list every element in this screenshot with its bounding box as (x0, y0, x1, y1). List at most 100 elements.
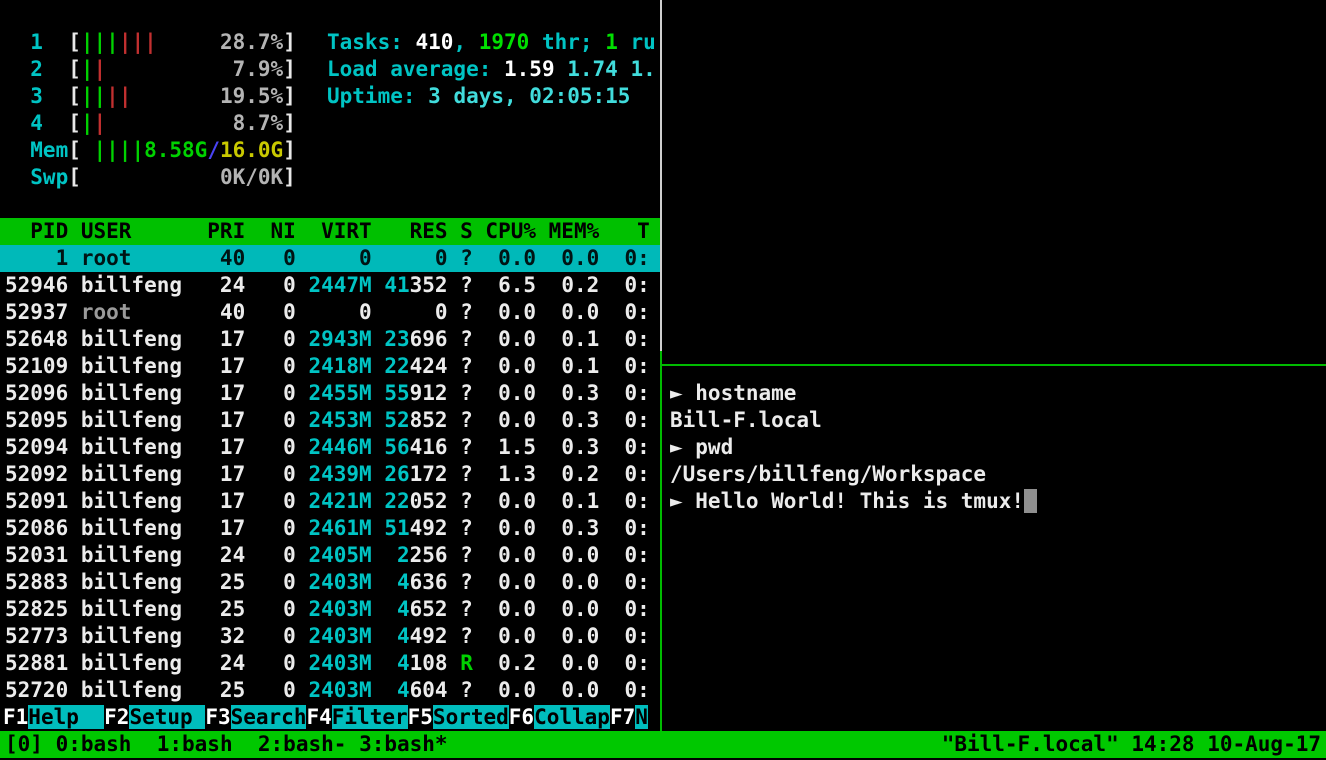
process-row-text: 2 (384, 543, 410, 567)
tmux-status-right: "Bill-F.local" 14:28 10-Aug-17 (941, 732, 1321, 756)
process-row-text: 52095 billfeng 17 0 (5, 408, 309, 432)
process-row[interactable]: 52937 root 40 0 0 0 ? 0.0 0.0 0: (0, 299, 660, 326)
process-row-text: 424 ? 0.0 0.1 0: (409, 354, 650, 378)
status-text (131, 732, 156, 756)
htop-summary-block: Tasks: 410, 1970 thr; 1 ru Load average: … (327, 2, 660, 122)
process-row-text: 2447M (308, 273, 372, 297)
fkey-f3-label[interactable]: Search (230, 705, 307, 729)
tasks-line-text: 410 (415, 30, 454, 54)
fkey-f2-label[interactable]: Setup (129, 705, 206, 729)
cpu3-meter-text: 3 (5, 84, 69, 108)
load-line: Load average: 1.59 1.74 1. (327, 56, 660, 83)
process-row-selected[interactable]: 1 root 40 0 0 0 ? 0.0 0.0 0: (0, 245, 660, 272)
shell-cmd-pwd: ► pwd (670, 434, 1326, 461)
process-row[interactable]: 52092 billfeng 17 0 2439M 26172 ? 1.3 0.… (0, 461, 660, 488)
process-row-text: 2453M (308, 408, 372, 432)
window-tab-0[interactable]: 0:bash (55, 732, 132, 756)
process-row-text (372, 651, 385, 675)
pane-divider-vertical-active[interactable] (660, 351, 662, 731)
fkey-f1-label[interactable]: Help (28, 705, 105, 729)
process-row-text: 2943M (308, 327, 372, 351)
process-row-text (372, 543, 385, 567)
process-row-text: 636 ? 0.0 0.0 0: (409, 570, 650, 594)
window-tab-1[interactable]: 1:bash (156, 732, 233, 756)
window-tab-2-last[interactable]: 2:bash- (257, 732, 347, 756)
shell-cmd-current-text: ► Hello World! This is tmux! (670, 489, 1025, 513)
process-row-text (372, 435, 385, 459)
process-row-text: 696 ? 0.0 0.1 0: (409, 327, 650, 351)
process-row[interactable]: 52094 billfeng 17 0 2446M 56416 ? 1.5 0.… (0, 434, 660, 461)
cpu1-meter: 1 [|||||| 28.7%] (0, 29, 660, 56)
process-row-text: 492 ? 0.0 0.0 0: (409, 624, 650, 648)
cpu4-meter: 4 [|| 8.7%] (0, 110, 660, 137)
fkey-f1-button[interactable]: F1 (3, 705, 29, 729)
process-row-text: 352 ? 6.5 0.2 0: (409, 273, 650, 297)
process-row-text: 2403M (308, 624, 372, 648)
cpu4-meter-text: | (80, 111, 94, 135)
tasks-line-text: thr; (529, 30, 606, 54)
process-row[interactable]: 52095 billfeng 17 0 2453M 52852 ? 0.0 0.… (0, 407, 660, 434)
process-row-text: 22 (384, 489, 410, 513)
cpu4-meter-text: [ (68, 111, 81, 135)
process-row[interactable]: 52883 billfeng 25 0 2403M 4636 ? 0.0 0.0… (0, 569, 660, 596)
process-row-text: 55 (384, 381, 410, 405)
process-row[interactable]: 52096 billfeng 17 0 2455M 55912 ? 0.0 0.… (0, 380, 660, 407)
process-row-text (372, 570, 385, 594)
tmux-status-bar: [0] 0:bash 1:bash 2:bash- 3:bash* "Bill-… (0, 731, 1326, 758)
fkey-f6-button[interactable]: F6 (508, 705, 535, 729)
fkey-f4-button[interactable]: F4 (306, 705, 332, 729)
process-row-text (372, 327, 385, 351)
shell-out-hostname: Bill-F.local (670, 407, 1326, 434)
process-row[interactable]: 52091 billfeng 17 0 2421M 22052 ? 0.0 0.… (0, 488, 660, 515)
process-row[interactable]: 52946 billfeng 24 0 2447M 41352 ? 6.5 0.… (0, 272, 660, 299)
tmux-window-list: [0] 0:bash 1:bash 2:bash- 3:bash* (5, 731, 448, 758)
fkey-f4-label[interactable]: Filter (331, 705, 408, 729)
mem-meter-text: ] (283, 138, 296, 162)
pane-divider-vertical[interactable] (660, 0, 662, 351)
process-row[interactable]: 52109 billfeng 17 0 2418M 22424 ? 0.0 0.… (0, 353, 660, 380)
process-row-text: 52031 billfeng 24 0 (5, 543, 309, 567)
cpu2-meter-text: | (80, 57, 94, 81)
htop-pane[interactable]: 1 [|||||| 28.7%] 2 [|| 7.9%] 3 [|||| 19.… (0, 2, 660, 731)
process-table-header: PID USER PRI NI VIRT RES S CPU% MEM% T (0, 218, 660, 245)
process-row-text: 2403M (308, 597, 372, 621)
fkey-f3-button[interactable]: F3 (205, 705, 231, 729)
mem-meter-text: Mem (5, 138, 69, 162)
fkey-f5-label[interactable]: Sorted (432, 705, 509, 729)
fkey-f7-button[interactable]: F7 (609, 705, 636, 729)
window-tab-3-current[interactable]: 3:bash* (359, 732, 448, 756)
cpu3-meter-text: || (106, 84, 132, 108)
process-row-text: 4 (384, 678, 410, 702)
cpu1-meter-text: 28.7% (156, 30, 284, 54)
process-row[interactable]: 52881 billfeng 24 0 2403M 4108 R 0.2 0.0… (0, 650, 660, 677)
pane-divider-horizontal-active[interactable] (662, 364, 1326, 366)
process-row[interactable]: 52648 billfeng 17 0 2943M 23696 ? 0.0 0.… (0, 326, 660, 353)
fkey-f2-button[interactable]: F2 (104, 705, 130, 729)
cpu3-meter-text: || (80, 84, 107, 108)
tasks-line: Tasks: 410, 1970 thr; 1 ru (327, 29, 660, 56)
tasks-line-text: 1970 (478, 30, 530, 54)
process-row[interactable]: 52825 billfeng 25 0 2403M 4652 ? 0.0 0.0… (0, 596, 660, 623)
htop-function-key-bar: F1Help F2Setup F3SearchF4FilterF5SortedF… (3, 704, 660, 731)
fkey-f6-label[interactable]: Collap (534, 705, 610, 729)
fkey-f7-label[interactable]: N (635, 705, 648, 729)
load-line-text: 1.59 (504, 57, 568, 81)
process-row[interactable]: 52720 billfeng 25 0 2403M 4604 ? 0.0 0.0… (0, 677, 660, 704)
process-row-text (372, 489, 385, 513)
fkey-f5-button[interactable]: F5 (407, 705, 433, 729)
process-row-text: 172 ? 1.3 0.2 0: (409, 462, 650, 486)
process-row-text (372, 381, 385, 405)
shell-pane[interactable]: ► hostname Bill-F.local ► pwd/Users/billfe… (666, 2, 1326, 731)
process-row-text: 52720 billfeng 25 0 (5, 678, 309, 702)
shell-cmd-current: ► Hello World! This is tmux! (670, 488, 1326, 515)
process-row-text: 416 ? 1.5 0.3 0: (409, 435, 650, 459)
cpu4-meter-text: 4 (5, 111, 69, 135)
process-row[interactable]: 52031 billfeng 24 0 2405M 2256 ? 0.0 0.0… (0, 542, 660, 569)
process-row[interactable]: 52086 billfeng 17 0 2461M 51492 ? 0.0 0.… (0, 515, 660, 542)
cpu3-meter-text: 19.5% (131, 84, 284, 108)
swp-meter-text: ] (283, 165, 296, 189)
process-row-text: 52946 billfeng 24 0 (5, 273, 309, 297)
process-row[interactable]: 52773 billfeng 32 0 2403M 4492 ? 0.0 0.0… (0, 623, 660, 650)
shell-cmd-hostname-text: ► hostname (670, 381, 797, 405)
mem-meter-text: / (207, 138, 220, 162)
